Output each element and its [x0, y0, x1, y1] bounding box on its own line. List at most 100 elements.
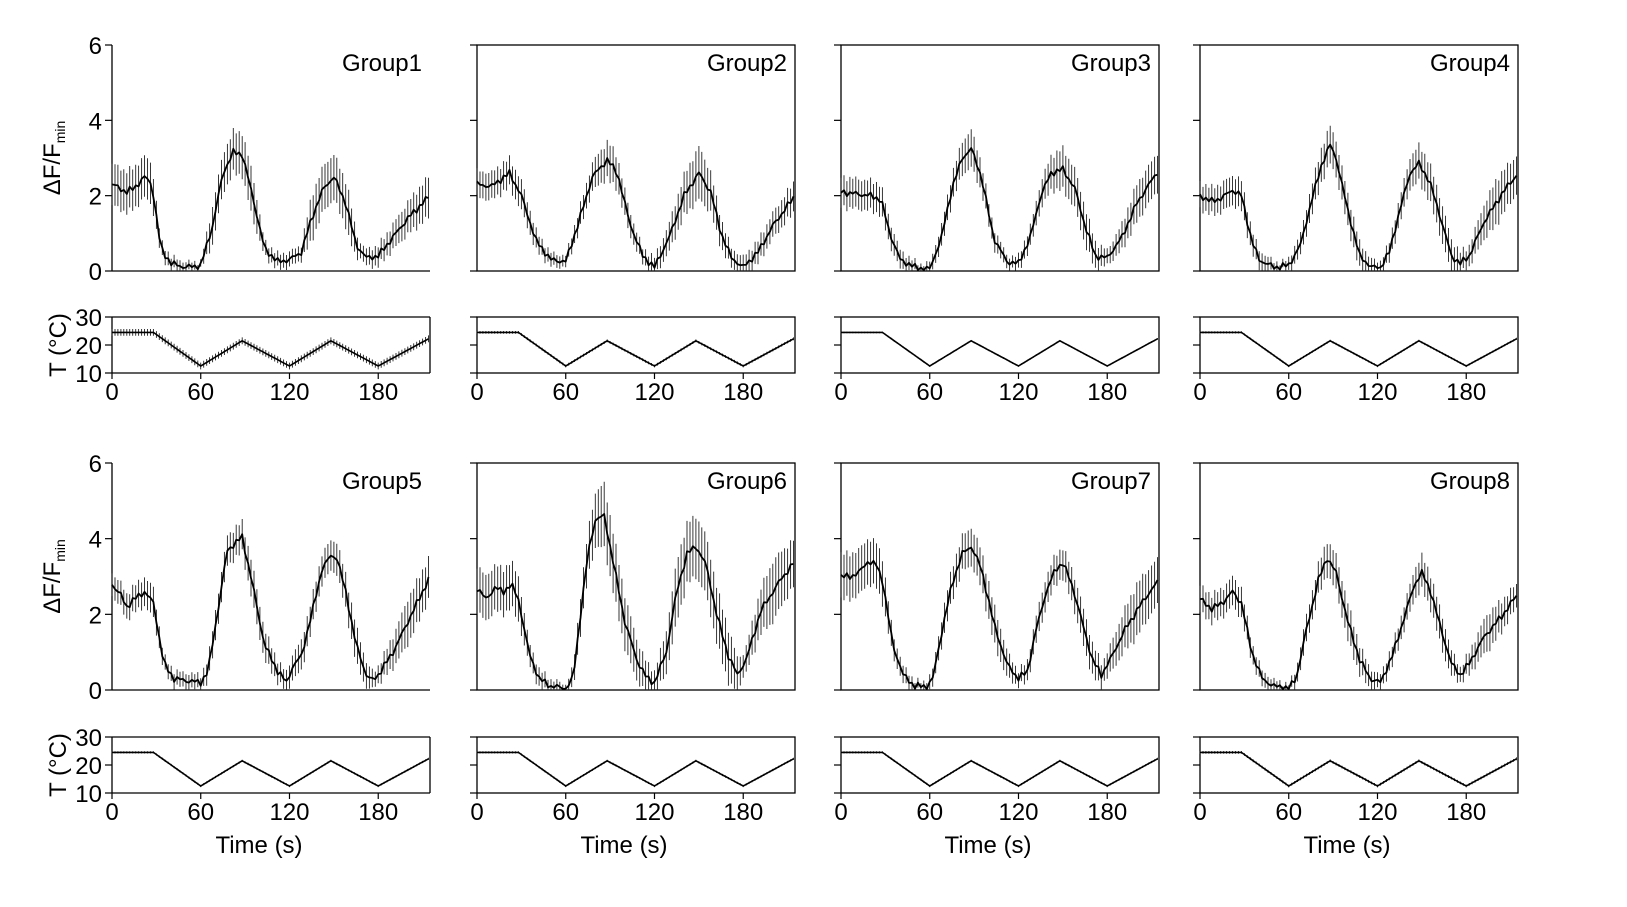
x-tick-label: 120 [998, 379, 1038, 406]
dff-series-line [1199, 560, 1518, 691]
x-tick-label: 120 [634, 799, 674, 826]
temp-y-tick-label: 10 [75, 361, 102, 388]
dff-y-axis-label-sub: min [52, 121, 68, 144]
temp-series-line [477, 331, 794, 367]
x-tick-label: 180 [1087, 799, 1127, 826]
panel-group7: Group7 0 60 120 180 Time (s) [834, 462, 1160, 859]
dff-series-line [111, 533, 430, 687]
dff-y-axis-label-sub: min [52, 539, 68, 562]
x-tick-label: 180 [1087, 379, 1127, 406]
dff-y-tick-label: 0 [89, 678, 102, 705]
group-label: Group8 [1430, 468, 1510, 495]
panel-group2: Group2 0 60 120 180 [470, 44, 796, 406]
dff-error-bars [1199, 544, 1517, 690]
dff-series-line [476, 513, 794, 690]
temp-y-tick-label: 30 [75, 725, 102, 752]
panel-group4: Group4 0 60 120 180 [1193, 44, 1519, 406]
x-tick-label: 0 [1193, 799, 1206, 826]
x-tick-label: 60 [187, 379, 214, 406]
temp-series-line [1200, 331, 1517, 367]
x-tick-label: 60 [1275, 799, 1302, 826]
temp-series-line [112, 331, 429, 367]
x-tick-label: 120 [998, 799, 1038, 826]
temp-y-axis-label: T (°C) [45, 733, 72, 797]
dff-y-tick-label: 2 [89, 184, 102, 211]
group-label: Group4 [1430, 50, 1510, 77]
group-label: Group2 [707, 50, 787, 77]
dff-y-tick-label: 4 [89, 108, 102, 135]
x-tick-label: 60 [1275, 379, 1302, 406]
x-axis-label: Time (s) [580, 832, 667, 859]
x-tick-label: 60 [916, 379, 943, 406]
x-tick-label: 0 [105, 379, 118, 406]
group-label: Group1 [342, 50, 422, 77]
temp-y-tick-label: 20 [75, 753, 102, 780]
dff-y-axis-label-main: ΔF/F [39, 562, 66, 614]
x-tick-label: 120 [1357, 379, 1397, 406]
group-label: Group5 [342, 468, 422, 495]
x-tick-label: 180 [358, 379, 398, 406]
temp-y-tick-label: 10 [75, 781, 102, 808]
temp-series-line [841, 331, 1158, 367]
dff-series-line [111, 147, 429, 271]
x-tick-label: 60 [187, 799, 214, 826]
temp-y-axis-label: T (°C) [45, 313, 72, 377]
x-tick-label: 180 [723, 799, 763, 826]
group-label: Group6 [707, 468, 787, 495]
x-tick-label: 60 [916, 799, 943, 826]
x-tick-label: 180 [1446, 799, 1486, 826]
x-tick-label: 120 [269, 799, 309, 826]
dff-series-line [1199, 143, 1518, 271]
dff-frame [840, 44, 1160, 272]
x-tick-label: 120 [634, 379, 674, 406]
x-axis-label: Time (s) [215, 832, 302, 859]
dff-series-line [840, 546, 1159, 691]
dff-series-line [840, 147, 1158, 272]
panel-group6: Group6 0 60 120 180 Time (s) [470, 462, 796, 859]
x-tick-label: 180 [358, 799, 398, 826]
dff-error-bars [840, 129, 1158, 271]
temp-series-line [1200, 751, 1517, 787]
x-tick-label: 120 [1357, 799, 1397, 826]
x-tick-label: 0 [470, 379, 483, 406]
x-tick-label: 180 [723, 379, 763, 406]
temp-y-tick-label: 20 [75, 333, 102, 360]
temp-series-line [841, 751, 1158, 787]
dff-error-bars [111, 519, 429, 690]
group-label: Group7 [1071, 468, 1151, 495]
dff-frame [1199, 44, 1519, 272]
temp-y-tick-label: 30 [75, 305, 102, 332]
x-tick-label: 120 [269, 379, 309, 406]
x-tick-label: 0 [834, 799, 847, 826]
dff-frame [1199, 462, 1519, 691]
panel-group3: Group3 0 60 120 180 [834, 44, 1160, 406]
dff-error-bars [840, 528, 1158, 690]
panel-group8: Group8 0 60 120 180 Time (s) [1193, 462, 1519, 859]
group-label: Group3 [1071, 50, 1151, 77]
dff-y-tick-label: 4 [89, 527, 102, 554]
x-tick-label: 60 [552, 379, 579, 406]
x-axis-label: Time (s) [944, 832, 1031, 859]
x-tick-label: 180 [1446, 379, 1486, 406]
x-tick-label: 0 [834, 379, 847, 406]
temp-series-line [477, 751, 794, 787]
dff-y-tick-label: 2 [89, 602, 102, 629]
dff-y-axis-label: ΔF/Fmin [39, 121, 68, 196]
dff-y-tick-label: 0 [89, 259, 102, 286]
x-tick-label: 0 [1193, 379, 1206, 406]
x-tick-label: 60 [552, 799, 579, 826]
x-axis-label: Time (s) [1303, 832, 1390, 859]
dff-y-tick-label: 6 [89, 451, 102, 478]
dff-series-line [476, 157, 795, 269]
temp-series-line [112, 751, 429, 787]
x-tick-label: 0 [105, 799, 118, 826]
dff-y-axis-label-main: ΔF/F [39, 143, 66, 195]
dff-y-tick-label: 6 [89, 33, 102, 60]
temp-error-bars [111, 329, 429, 370]
dff-y-axis-label: ΔF/Fmin [39, 539, 68, 614]
dff-frame [476, 44, 796, 272]
